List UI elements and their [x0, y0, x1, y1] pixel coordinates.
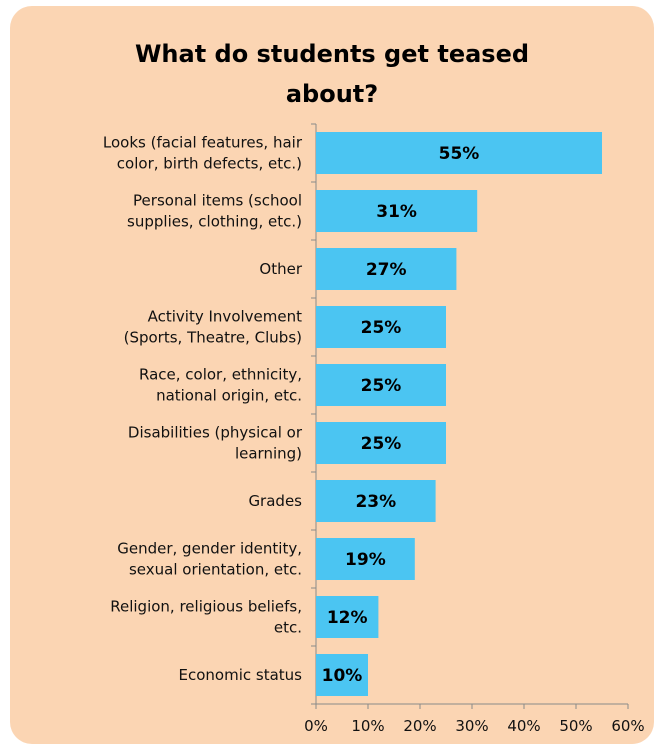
- data-label: 19%: [345, 550, 386, 570]
- category-label: Race, color, ethnicity,: [139, 366, 302, 384]
- bar-chart: 55% Looks (facial features, hair color, bi…: [103, 123, 645, 735]
- x-tick-label: 50%: [559, 717, 592, 735]
- bar: [316, 190, 478, 232]
- chart-card: What do students get teased about? 55% Lo…: [10, 6, 654, 744]
- bar: [316, 654, 368, 696]
- bar: [316, 248, 457, 290]
- data-label: 23%: [355, 492, 396, 512]
- category-label: sexual orientation, etc.: [129, 561, 302, 579]
- category-label: national origin, etc.: [156, 387, 302, 405]
- x-tick-label: 20%: [403, 717, 436, 735]
- category-label: Economic status: [179, 666, 303, 684]
- x-tick-label: 60%: [611, 717, 644, 735]
- category-label: etc.: [274, 619, 302, 637]
- category-label: learning): [235, 445, 302, 463]
- chart-title: What do students get teased about?: [134, 40, 530, 108]
- data-label: 25%: [361, 318, 402, 338]
- category-label: Personal items (school: [133, 192, 302, 210]
- category-label: Religion, religious beliefs,: [110, 598, 302, 616]
- category-label: Other: [259, 260, 302, 278]
- category-label: color, birth defects, etc.): [117, 155, 302, 173]
- x-tick-label: 30%: [455, 717, 488, 735]
- category-label: supplies, clothing, etc.): [127, 213, 302, 231]
- category-label: Looks (facial features, hair: [103, 134, 303, 152]
- x-tick-label: 40%: [507, 717, 540, 735]
- category-label: Gender, gender identity,: [117, 540, 302, 558]
- data-label: 25%: [361, 434, 402, 454]
- data-label: 12%: [327, 608, 368, 628]
- bar: [316, 422, 446, 464]
- category-label: (Sports, Theatre, Clubs): [124, 329, 302, 347]
- data-label: 55%: [439, 144, 480, 164]
- bar: [316, 306, 446, 348]
- data-label: 31%: [376, 202, 417, 222]
- x-tick-label: 10%: [351, 717, 384, 735]
- bar: [316, 364, 446, 406]
- data-label: 25%: [361, 376, 402, 396]
- data-label: 27%: [366, 260, 407, 280]
- bar: [316, 596, 379, 638]
- bar: [316, 538, 415, 580]
- x-tick-label: 0%: [304, 717, 328, 735]
- category-label: Grades: [248, 492, 302, 510]
- data-label: 10%: [322, 666, 363, 686]
- category-label: Activity Involvement: [148, 308, 302, 326]
- bar: [316, 480, 436, 522]
- category-label: Disabilities (physical or: [128, 424, 303, 442]
- bar: [316, 132, 602, 174]
